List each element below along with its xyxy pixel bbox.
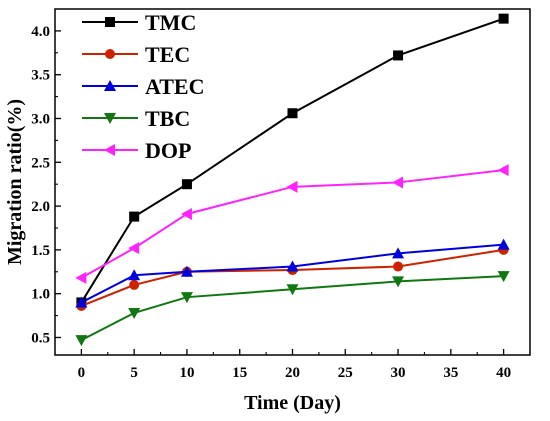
legend-item-tbc: TBC	[82, 106, 190, 131]
legend-item-dop: DOP	[82, 138, 191, 163]
x-tick-label: 25	[338, 365, 353, 381]
series-dop-point	[497, 164, 509, 177]
series-tbc-line	[80, 275, 504, 341]
y-tick-label: 3.5	[31, 68, 50, 84]
series-tmc-point	[498, 13, 509, 24]
legend: TMC TEC ATEC TBC DOP	[82, 10, 205, 163]
legend-item-tec: TEC	[82, 42, 190, 67]
x-axis-title: Time (Day)	[244, 392, 341, 414]
y-tick-label: 0.5	[31, 330, 50, 346]
y-tick-label: 3.0	[31, 111, 50, 127]
series-tbc-point	[128, 307, 141, 319]
legend-label-tbc: TBC	[145, 106, 190, 131]
series-tec-point	[129, 279, 140, 290]
series-dop-point	[180, 207, 192, 220]
y-tick-label: 2.0	[31, 199, 50, 215]
legend-swatch-marker	[105, 17, 115, 27]
legend-item-atec: ATEC	[82, 74, 205, 99]
y-axis-title: Migration ratio(%)	[4, 99, 26, 265]
legend-swatch-marker	[105, 49, 115, 59]
series-atec-point	[180, 265, 193, 277]
series-tbc-point	[75, 335, 88, 347]
series-dop-point	[128, 242, 140, 255]
series-tec-line	[81, 248, 504, 307]
legend-item-tmc: TMC	[82, 10, 196, 35]
x-tick-label: 20	[285, 365, 300, 381]
series-tmc-point	[181, 179, 192, 190]
series-atec-line	[80, 243, 504, 304]
legend-label-atec: ATEC	[145, 74, 205, 99]
series-tbc-point	[180, 292, 193, 304]
y-tick-label: 1.0	[31, 287, 50, 303]
legend-swatch-marker	[104, 113, 116, 124]
series-tmc-point	[129, 211, 140, 222]
series-tbc	[75, 271, 510, 347]
legend-label-tec: TEC	[145, 42, 190, 67]
series-tbc-point	[392, 276, 405, 288]
x-tick-label: 30	[391, 365, 406, 381]
series-dop	[75, 164, 509, 284]
x-tick-label: 5	[130, 365, 138, 381]
legend-label-dop: DOP	[145, 138, 191, 163]
x-tick-label: 0	[78, 365, 86, 381]
series-atec-point	[392, 247, 405, 259]
x-tick-label: 35	[443, 365, 458, 381]
series-layer	[75, 13, 510, 347]
series-dop-point	[75, 271, 87, 284]
x-tick-label: 10	[179, 365, 194, 381]
series-dop-point	[392, 176, 404, 189]
legend-swatch-marker	[104, 144, 115, 156]
series-dop-point	[286, 180, 298, 193]
series-atec-point	[497, 238, 510, 250]
series-tbc-point	[497, 271, 510, 283]
x-tick-label: 15	[232, 365, 247, 381]
legend-label-tmc: TMC	[145, 10, 196, 35]
series-atec-point	[128, 269, 141, 281]
legend-swatch-marker	[104, 80, 116, 91]
series-tec	[76, 244, 509, 311]
plot-frame	[54, 8, 531, 356]
series-tmc-line	[80, 17, 504, 303]
axis-ticks: 0 5 10 15 20 25 30 35 40 0.5 1.0 1.5 2.0 2.5 3.0 3.5 4.0	[31, 24, 511, 381]
y-tick-label: 2.5	[31, 155, 50, 171]
series-tec-point	[393, 261, 404, 272]
series-atec	[75, 238, 510, 308]
series-atec-point	[75, 296, 88, 308]
series-tmc-point	[287, 108, 298, 119]
series-tmc-point	[393, 50, 404, 61]
series-dop-line	[80, 169, 504, 279]
y-tick-label: 1.5	[31, 243, 50, 259]
series-atec-point	[286, 260, 299, 272]
y-tick-label: 4.0	[31, 24, 50, 40]
x-tick-label: 40	[496, 365, 511, 381]
series-tbc-point	[286, 284, 299, 296]
